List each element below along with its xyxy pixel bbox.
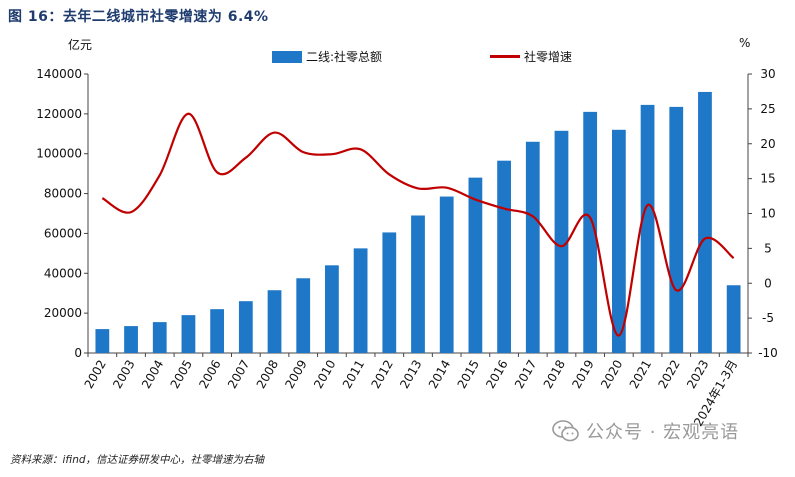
bar-2003	[124, 326, 138, 353]
bar-2015	[468, 177, 483, 353]
x-tick-label: 2012	[369, 358, 396, 391]
bar-2023	[698, 91, 712, 353]
y-left-tick-label: 40000	[44, 266, 82, 280]
y-right-tick-label: -5	[762, 311, 774, 325]
source-note: 资料来源：ifind，信达证券研发中心，社零增速为右轴	[10, 454, 265, 466]
right-axis-unit: %	[739, 36, 751, 50]
x-tick-label: 2013	[397, 358, 424, 391]
bar-2018	[554, 130, 569, 353]
bar-2024年1-3月	[726, 285, 741, 353]
y-left-tick-label: 140000	[36, 67, 82, 81]
x-tick-label: 2004	[139, 358, 166, 391]
x-tick-label: 2018	[541, 358, 568, 391]
y-right-tick-label: 30	[760, 67, 775, 81]
x-tick-label: 2010	[311, 358, 338, 391]
legend-label-bar: 二线:社零总额	[306, 50, 383, 64]
legend-swatch-bar	[272, 50, 302, 63]
bar-2007	[238, 301, 253, 353]
bar-2002	[95, 329, 110, 353]
legend-swatch-line	[490, 55, 521, 58]
y-left-tick-label: 60000	[44, 226, 82, 240]
bar-2016	[497, 160, 511, 353]
y-right-tick-label: 10	[760, 207, 775, 221]
bar-2008	[267, 290, 282, 353]
wechat-icon	[552, 420, 579, 442]
y-left-tick-label: 120000	[36, 107, 82, 121]
figure-title: 图 16：去年二线城市社零增速为 6.4%	[8, 9, 269, 25]
watermark: 公众号 · 宏观亮语	[552, 418, 739, 444]
bar-2021	[640, 104, 655, 353]
y-right-tick-label: 5	[764, 241, 772, 255]
y-left-tick-label: 0	[74, 346, 82, 360]
bar-2004	[152, 322, 167, 353]
watermark-text: 公众号 · 宏观亮语	[586, 422, 740, 443]
x-tick-label: 2021	[627, 358, 654, 391]
bar-2012	[382, 232, 397, 353]
y-left-tick-label: 20000	[44, 306, 82, 320]
x-tick-label: 2006	[196, 358, 223, 391]
y-left-tick-label: 100000	[36, 147, 82, 161]
x-tick-label: 2016	[483, 357, 510, 390]
bar-2022	[669, 106, 684, 353]
x-tick-label: 2003	[110, 358, 137, 391]
x-tick-label: 2022	[655, 358, 682, 391]
bar-2006	[210, 309, 225, 353]
x-tick-label: 2014	[426, 358, 453, 391]
x-tick-label: 2023	[684, 358, 711, 391]
y-right-tick-label: 25	[760, 102, 775, 116]
x-tick-label: 2011	[340, 358, 367, 391]
growth-rate-line	[101, 112, 735, 337]
x-tick-label: 2002	[82, 358, 109, 391]
y-right-tick-label: 20	[760, 137, 775, 151]
y-right-tick-label: 15	[760, 172, 775, 186]
x-tick-label: 2009	[282, 358, 309, 391]
x-tick-label: 2017	[512, 358, 539, 391]
x-tick-label: 2007	[225, 358, 252, 391]
legend-label-line: 社零增速	[524, 50, 573, 64]
y-right-tick-label: -10	[758, 346, 778, 360]
bar-2011	[353, 248, 368, 353]
left-axis-unit: 亿元	[68, 38, 93, 52]
bar-2014	[439, 196, 454, 353]
x-tick-label: 2015	[455, 358, 482, 391]
bar-2009	[296, 278, 311, 353]
bar-2019	[583, 111, 598, 353]
x-tick-label: 2020	[598, 358, 625, 391]
bar-2010	[325, 265, 339, 353]
x-tick-label: 2005	[168, 358, 195, 391]
y-right-tick-label: 0	[764, 276, 772, 290]
x-tick-label: 2008	[254, 358, 281, 391]
bar-2013	[411, 215, 425, 353]
y-left-tick-label: 80000	[44, 187, 82, 201]
bar-2020	[611, 129, 626, 353]
bar-2005	[181, 315, 196, 353]
bar-2017	[525, 141, 540, 353]
chart-legend: 二线:社零总额 社零增速	[272, 48, 572, 65]
x-tick-label: 2019	[569, 358, 596, 391]
